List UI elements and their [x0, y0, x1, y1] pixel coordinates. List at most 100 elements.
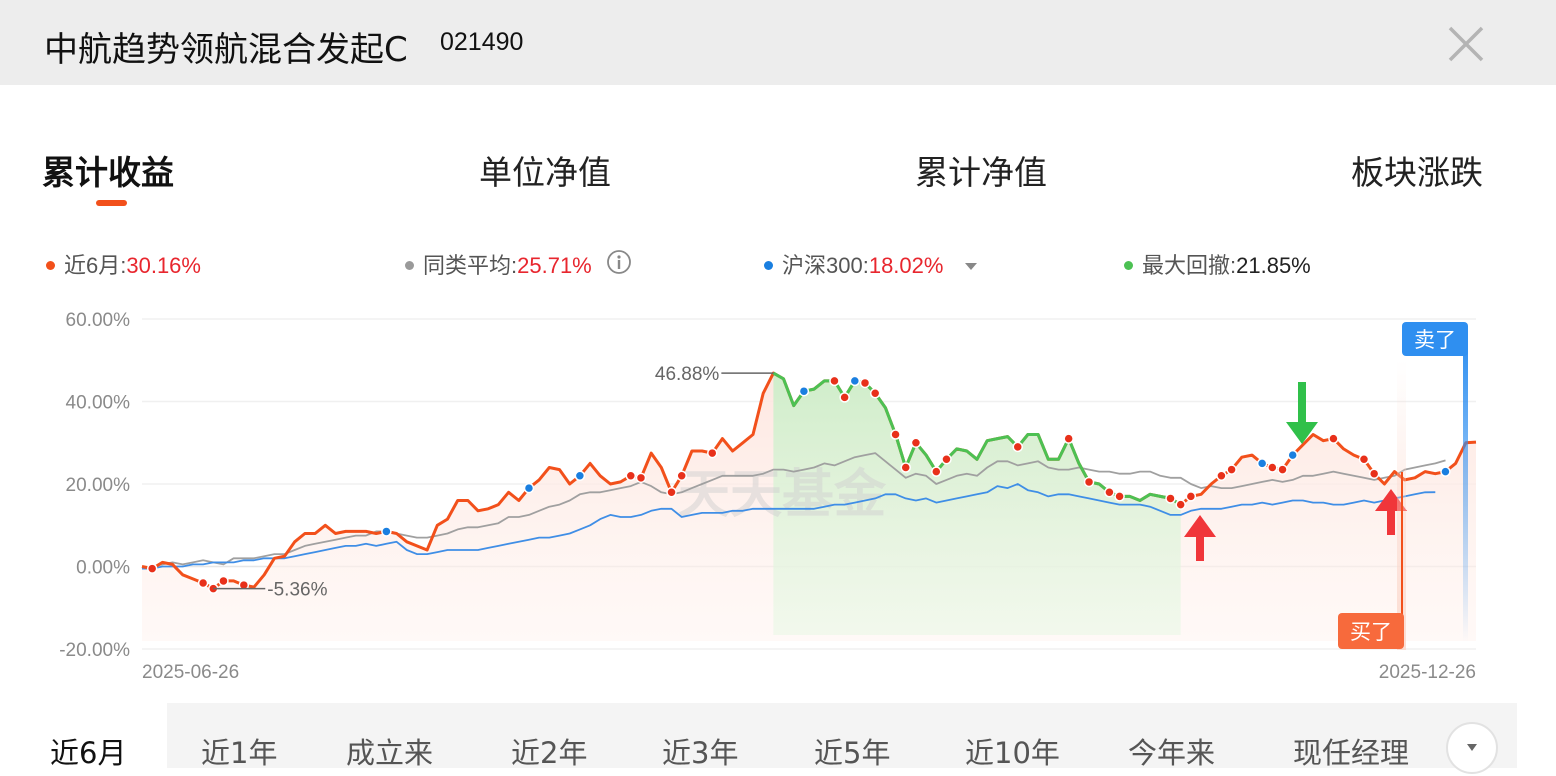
buy-point-marker — [1368, 468, 1380, 479]
header-bar: 中航趋势领航混合发起C 021490 — [0, 0, 1556, 85]
y-tick-label: 40.00% — [66, 393, 131, 414]
legend-drawdown-dot — [1124, 260, 1133, 270]
watermark: 天天基金 — [678, 465, 887, 525]
legend-index-dot — [764, 260, 773, 270]
buy-point-marker — [218, 575, 229, 587]
buy-point-marker — [1114, 491, 1125, 502]
buy-badge — [1338, 613, 1404, 649]
buy-point-marker — [197, 577, 209, 589]
legend-peer-label: 同类平均: — [423, 253, 518, 278]
sell-badge — [1402, 322, 1468, 356]
buy-point-marker — [931, 466, 942, 477]
buy-badge-label: 买了 — [1350, 620, 1392, 644]
buy-arrow-icon — [1184, 515, 1216, 561]
legend-index[interactable]: 沪深300:18.02% — [764, 248, 978, 280]
legend-fund-dot — [46, 260, 55, 270]
active-tab-indicator — [96, 200, 127, 206]
legend-drawdown-value: 21.85% — [1236, 253, 1311, 278]
tab-unit-nav[interactable]: 单位净值 — [479, 153, 611, 192]
more-ranges-button[interactable] — [1446, 722, 1498, 774]
dropdown-caret-icon[interactable] — [964, 252, 978, 278]
buy-point-marker — [146, 563, 158, 574]
sell-point-marker — [523, 482, 535, 494]
y-tick-label: 0.00% — [76, 558, 130, 579]
range-3y[interactable]: 近3年 — [662, 736, 739, 770]
buy-point-marker — [859, 377, 871, 389]
buy-point-marker — [1104, 487, 1115, 498]
y-tick-label: 60.00% — [66, 310, 131, 331]
tab-sector-change[interactable]: 板块涨跌 — [1351, 153, 1483, 192]
legend-index-label: 沪深300: — [782, 253, 869, 278]
cumulative-return-chart: 60.00% 40.00% 20.00% 0.00% -20.00% 2025-06-26… — [59, 310, 1477, 683]
legend-fund: 近6月:30.16% — [46, 248, 201, 280]
fund-code: 021490 — [440, 28, 524, 56]
peer-average-line — [141, 452, 1446, 570]
buy-point-marker — [1328, 433, 1339, 444]
max-return-label: 46.88% — [655, 364, 720, 385]
sell-marker-line — [1463, 342, 1468, 642]
tab-cumulative-return[interactable]: 累计收益 — [42, 153, 174, 192]
sell-point-marker — [1440, 466, 1451, 477]
buy-point-marker — [1216, 470, 1227, 481]
buy-point-marker — [1012, 441, 1024, 453]
buy-point-marker — [900, 462, 911, 473]
buy-point-marker — [666, 487, 677, 498]
tab-cumulative-nav[interactable]: 累计净值 — [915, 153, 1047, 192]
buy-point-marker — [869, 388, 881, 399]
range-ytd[interactable]: 今年来 — [1128, 736, 1216, 770]
buy-point-marker — [1185, 491, 1197, 502]
legend-drawdown-label: 最大回撤: — [1142, 253, 1237, 278]
chevron-down-icon — [1467, 744, 1477, 751]
hs300-line — [142, 483, 1436, 570]
range-10y[interactable]: 近10年 — [965, 736, 1060, 770]
buy-point-marker — [1165, 493, 1176, 504]
buy-point-marker — [625, 470, 637, 481]
sell-badge-label: 卖了 — [1414, 328, 1456, 352]
range-2y[interactable]: 近2年 — [511, 736, 588, 770]
y-tick-label: -20.00% — [59, 640, 130, 661]
buy-point-marker — [1358, 454, 1370, 465]
buy-point-marker — [238, 579, 250, 591]
legend-fund-value: 30.16% — [126, 253, 201, 278]
sell-point-marker — [381, 526, 392, 537]
buy-point-marker — [1175, 499, 1186, 510]
legend-peer: 同类平均:25.71% — [405, 248, 632, 283]
buy-point-marker — [676, 470, 687, 481]
max-drawdown-region — [773, 373, 1181, 635]
range-6m[interactable]: 近6月 — [50, 736, 127, 770]
fund-title: 中航趋势领航混合发起C — [44, 30, 408, 70]
x-tick-label-end: 2025-12-26 — [1379, 662, 1476, 683]
sell-point-marker — [1287, 449, 1298, 461]
legend-drawdown: 最大回撤:21.85% — [1124, 248, 1311, 280]
sell-point-marker — [798, 385, 810, 397]
buy-point-marker — [1226, 464, 1237, 475]
buy-point-marker — [1063, 433, 1074, 444]
buy-point-marker — [941, 454, 952, 465]
info-icon[interactable] — [606, 249, 632, 281]
buy-point-marker — [839, 392, 850, 403]
buy-point-marker — [1267, 462, 1278, 473]
buy-point-marker — [635, 472, 647, 484]
legend-fund-label: 近6月: — [64, 253, 127, 278]
range-since-inception[interactable]: 成立来 — [346, 736, 434, 770]
buy-point-marker — [1277, 464, 1288, 475]
range-current-manager[interactable]: 现任经理 — [1293, 736, 1410, 770]
buy-point-marker — [707, 447, 718, 459]
close-icon[interactable] — [1444, 22, 1488, 66]
range-5y[interactable]: 近5年 — [814, 736, 891, 770]
y-tick-label: 20.00% — [66, 475, 131, 496]
x-tick-label-start: 2025-06-26 — [142, 662, 239, 683]
sell-arrow-icon — [1286, 382, 1318, 444]
sell-point-marker — [1256, 458, 1268, 469]
legend-peer-value: 25.71% — [517, 253, 592, 278]
sell-point-marker — [574, 470, 586, 481]
sell-point-marker — [849, 375, 861, 387]
buy-point-marker — [890, 429, 901, 440]
buy-point-marker — [1083, 476, 1095, 488]
min-return-label: -5.36% — [267, 580, 327, 601]
range-1y[interactable]: 近1年 — [201, 736, 278, 770]
legend-index-value: 18.02% — [868, 253, 944, 278]
range-selector-bar — [167, 703, 1517, 768]
buy-point-marker — [910, 437, 922, 448]
legend-peer-dot — [405, 260, 414, 270]
